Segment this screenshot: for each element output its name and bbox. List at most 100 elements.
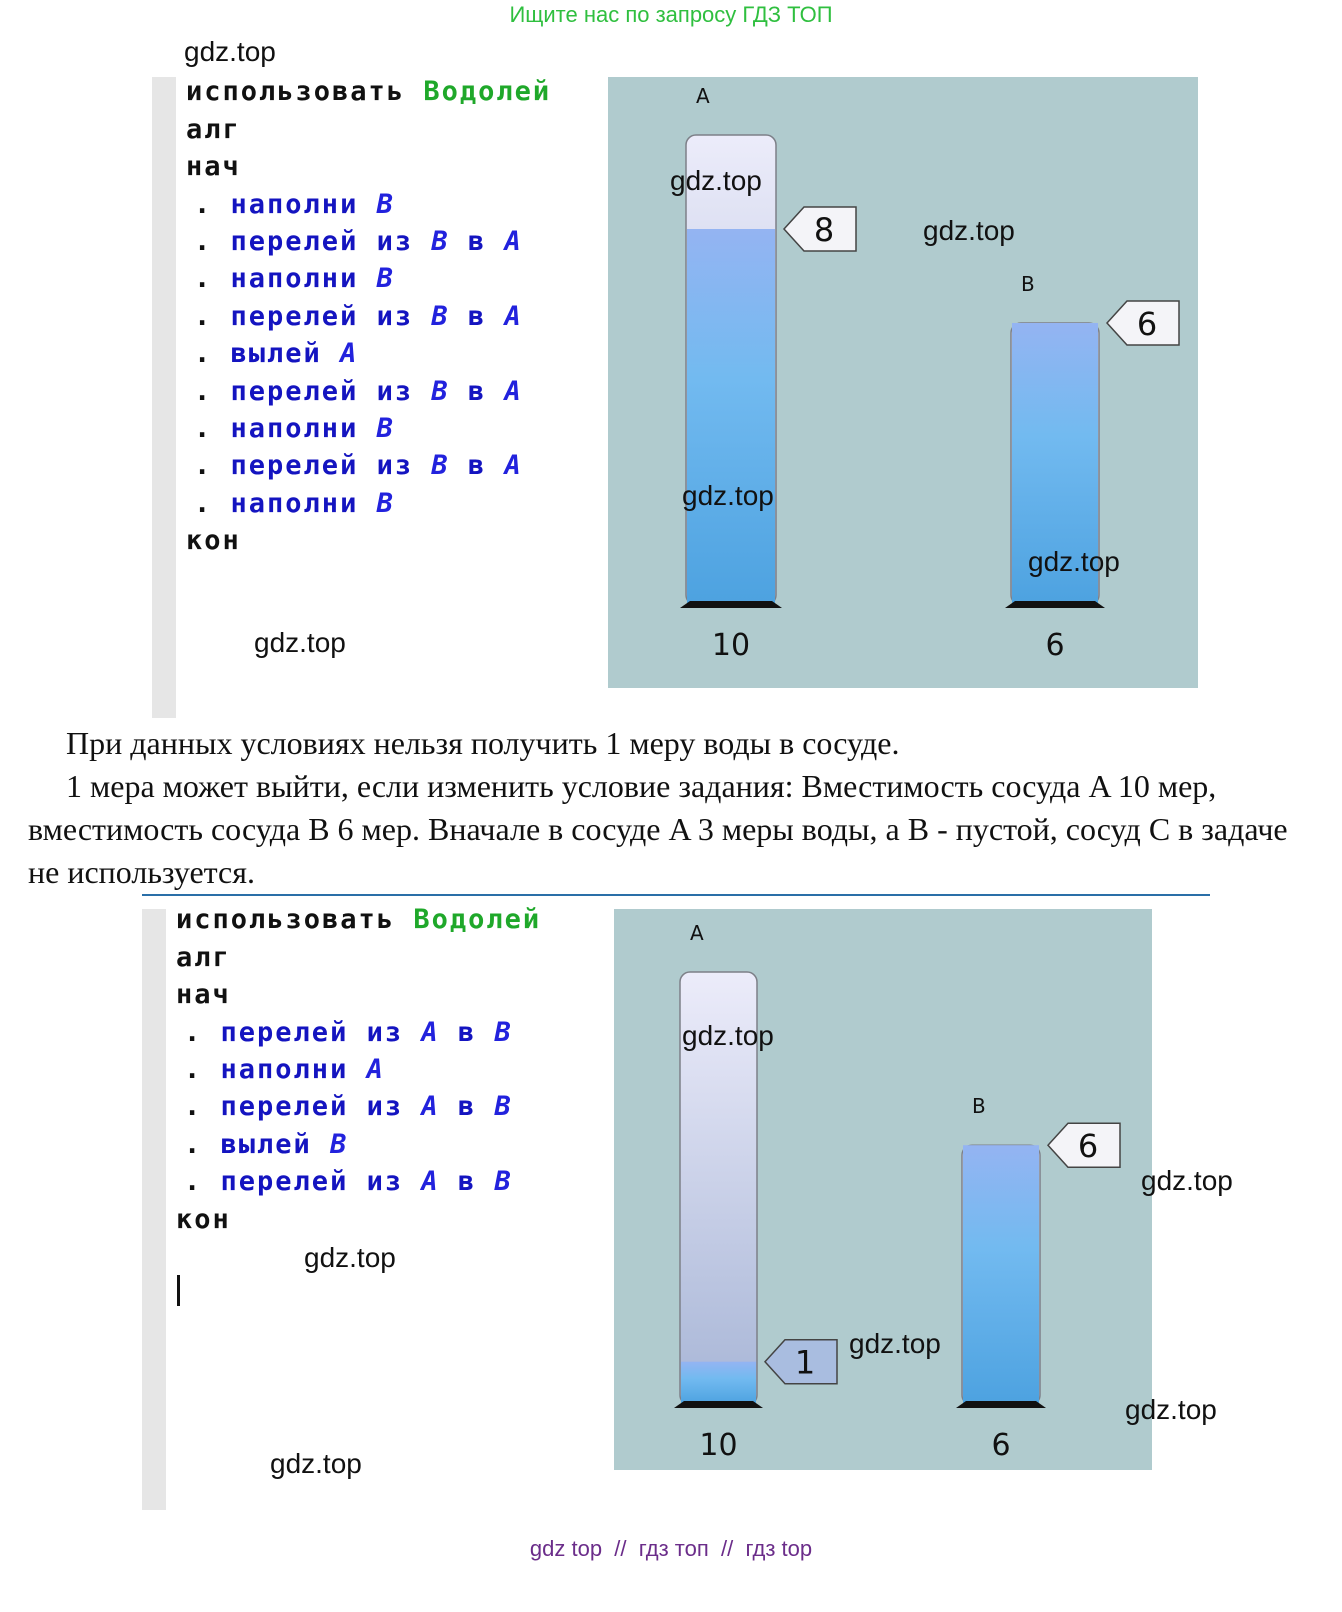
vessel-capacity: 6 (1045, 628, 1064, 663)
vessel-name: B (1021, 272, 1035, 296)
footer: gdz top // гдз топ // гдз top (529, 1536, 813, 1561)
code-token: A (340, 338, 359, 370)
water (963, 1145, 1039, 1404)
explanation: При данных условиях нельзя получить 1 ме… (28, 722, 1298, 894)
code-token: . (194, 263, 213, 295)
code-token: наполни (230, 412, 359, 444)
code-line: алг (186, 111, 241, 148)
code-token: использовать (186, 76, 406, 108)
vessel-capacity: 6 (991, 1428, 1010, 1463)
code-token: A (504, 450, 523, 482)
level-marker (763, 1338, 838, 1385)
level-marker (1105, 300, 1180, 346)
code-token: нач (186, 151, 241, 183)
vessel-panel: A 10 1 B 6 6 (614, 909, 1152, 1470)
code-token: . (194, 338, 213, 370)
code-token: A (504, 225, 523, 257)
code-line: . перелей из B в A (194, 298, 523, 335)
code-token: в (467, 225, 487, 257)
code-line: . перелей из A в B (184, 1014, 513, 1051)
watermark: gdz.top (849, 1328, 941, 1359)
code-token: Водолей (413, 904, 542, 936)
code-token: наполни (230, 487, 359, 519)
code-token: . (194, 188, 213, 220)
code-token: . (184, 1091, 203, 1123)
vessel-base (956, 1401, 1046, 1408)
code-line: . перелей из B в A (194, 447, 523, 484)
watermark: gdz.top (923, 215, 1015, 246)
code-token: . (184, 1128, 203, 1160)
code-token: B (376, 412, 395, 444)
code-token: кон (186, 525, 241, 557)
code-token: B (330, 1128, 349, 1160)
code-token: алг (186, 113, 241, 145)
code-token: из (376, 300, 414, 332)
code-line: кон (186, 522, 241, 559)
code-token: B (494, 1091, 513, 1123)
code-token: нач (176, 979, 231, 1011)
code-token: . (194, 375, 213, 407)
code-token: перелей (220, 1091, 349, 1123)
vessel-name: B (972, 1094, 986, 1118)
code-line: . наполни A (184, 1051, 385, 1088)
code-token: перелей (220, 1166, 349, 1198)
code-token: перелей (230, 375, 359, 407)
code-line: . наполни B (194, 260, 395, 297)
code-line: использовать Водолей (176, 901, 541, 938)
vessel-base (674, 1401, 763, 1408)
code-token: . (194, 300, 213, 332)
code-token: вылей (220, 1128, 312, 1160)
code-line: нач (186, 148, 241, 185)
code-token: B (494, 1166, 513, 1198)
watermark: gdz.top (682, 480, 774, 511)
separator (142, 894, 1210, 896)
code-token: A (504, 375, 523, 407)
code-token: . (184, 1016, 203, 1048)
code-line: кон (176, 1201, 231, 1238)
code-token: в (457, 1091, 477, 1123)
code-token: из (366, 1091, 404, 1123)
paragraph: При данных условиях нельзя получить 1 ме… (66, 725, 900, 761)
watermark: gdz.top (1028, 546, 1120, 577)
code-token: . (194, 450, 213, 482)
vessel-name: A (696, 84, 710, 108)
code-token: B (376, 188, 395, 220)
code-token: A (421, 1091, 440, 1123)
code-token: перелей (230, 225, 359, 257)
level-marker (1046, 1122, 1121, 1168)
code-token: B (431, 450, 450, 482)
vessel-name: A (690, 921, 704, 945)
watermark: gdz.top (670, 165, 762, 196)
slogan: Ищите нас по запросу ГДЗ ТОП (509, 2, 833, 27)
code-line: использовать Водолей (186, 73, 551, 110)
paragraph: 1 мера может выйти, если изменить услови… (28, 768, 1288, 890)
code-token: в (467, 450, 487, 482)
code-token: наполни (230, 188, 359, 220)
code-token: кон (176, 1203, 231, 1235)
code-token: из (376, 450, 414, 482)
code-token: A (421, 1166, 440, 1198)
level-value: 8 (814, 211, 834, 249)
code-line: нач (176, 976, 231, 1013)
code-line: . наполни B (194, 186, 395, 223)
code-token: из (366, 1016, 404, 1048)
code-token: в (457, 1016, 477, 1048)
vessel-panel: A 10 8 B 6 6 (608, 77, 1198, 688)
text-cursor (177, 1275, 180, 1306)
code-line: . перелей из B в A (194, 223, 523, 260)
code-line: . перелей из B в A (194, 373, 523, 410)
code-token: . (194, 487, 213, 519)
watermark: gdz.top (1125, 1394, 1217, 1425)
code-token: наполни (220, 1053, 349, 1085)
code-token: из (376, 225, 414, 257)
code-token: наполни (230, 263, 359, 295)
code-token: . (184, 1166, 203, 1198)
code-line: . перелей из A в B (184, 1088, 513, 1125)
code-token: из (376, 375, 414, 407)
level-value: 6 (1078, 1127, 1098, 1165)
code-token: B (494, 1016, 513, 1048)
code-token: B (376, 487, 395, 519)
editor-gutter (152, 77, 176, 718)
code-token: B (376, 263, 395, 295)
